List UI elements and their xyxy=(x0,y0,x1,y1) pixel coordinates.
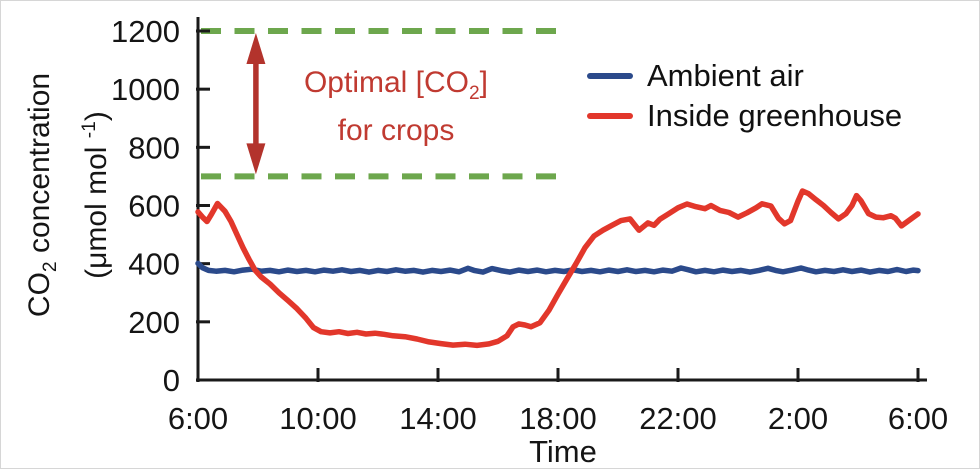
y-tick-label: 600 xyxy=(128,189,180,224)
y-tick-label: 400 xyxy=(128,247,180,282)
ambient-air-line-swatch xyxy=(587,73,633,79)
x-tick-label: 6:00 xyxy=(168,401,228,436)
legend-item-ambient-air: Ambient air xyxy=(587,56,902,96)
x-tick-label: 14:00 xyxy=(399,401,477,436)
legend: Ambient air Inside greenhouse xyxy=(587,56,902,136)
y-axis-title-units: (μmol mol -1) xyxy=(79,111,113,279)
inside-greenhouse-line-swatch xyxy=(587,113,633,119)
annotation-line1: Optimal [CO2] xyxy=(303,66,489,104)
x-tick-label: 22:00 xyxy=(639,401,717,436)
legend-label-inside-greenhouse: Inside greenhouse xyxy=(647,98,903,133)
x-tick-label: 10:00 xyxy=(279,401,357,436)
optimal-co2-annotation: Optimal [CO2] for crops xyxy=(246,64,546,149)
arrow-head-down-icon xyxy=(246,143,266,175)
y-axis-title: CO2 concentration (μmol mol -1) xyxy=(20,1,113,405)
legend-item-inside-greenhouse: Inside greenhouse xyxy=(587,96,902,136)
y-tick-label: 800 xyxy=(128,130,180,165)
arrow-head-up-icon xyxy=(246,33,266,64)
y-axis-title-line1: CO2 concentration xyxy=(23,72,61,318)
ambient-air-line xyxy=(195,260,921,275)
legend-label-ambient-air: Ambient air xyxy=(647,58,804,93)
y-tick-label: 0 xyxy=(163,363,180,398)
x-tick-label: 2:00 xyxy=(768,401,828,436)
annotation-line2: for crops xyxy=(337,114,455,147)
inside-greenhouse-line xyxy=(195,188,921,349)
x-axis-title: Time xyxy=(529,434,597,469)
y-tick-label: 1200 xyxy=(111,14,180,49)
y-tick-label: 200 xyxy=(128,305,180,340)
x-tick-label: 6:00 xyxy=(888,401,948,436)
x-tick-label: 18:00 xyxy=(519,401,597,436)
y-tick-label: 1000 xyxy=(111,72,180,107)
